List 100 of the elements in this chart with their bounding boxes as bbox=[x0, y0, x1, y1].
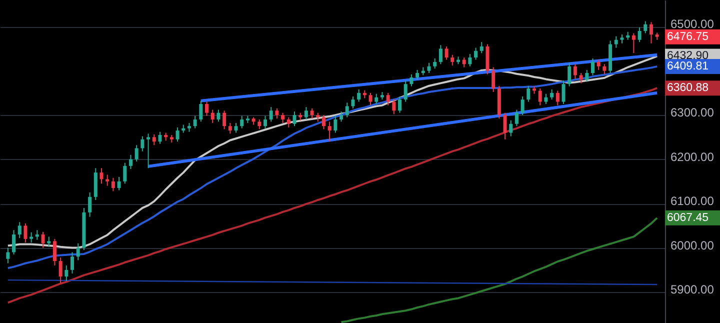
candlestick bbox=[12, 230, 16, 255]
candlestick bbox=[573, 64, 577, 80]
data-label: 6067.45 bbox=[667, 212, 709, 224]
candlestick bbox=[450, 54, 454, 66]
candlestick bbox=[345, 102, 349, 118]
candlestick bbox=[649, 22, 653, 44]
candlestick bbox=[64, 264, 68, 282]
candlestick bbox=[468, 53, 472, 67]
candlestick bbox=[322, 114, 326, 130]
candlestick bbox=[416, 69, 420, 80]
candlestick bbox=[492, 66, 496, 93]
y-tick-label: 6200.00 bbox=[670, 150, 714, 164]
candlestick bbox=[176, 126, 180, 142]
candlestick bbox=[503, 112, 507, 140]
candlestick bbox=[76, 242, 80, 261]
candlestick bbox=[544, 93, 548, 104]
candlestick bbox=[88, 192, 92, 218]
candlestick bbox=[228, 122, 232, 134]
candlestick bbox=[444, 46, 448, 60]
candlestick bbox=[111, 177, 115, 192]
candlestick bbox=[410, 74, 414, 87]
candlestick bbox=[474, 47, 478, 60]
data-label: 6360.88 bbox=[667, 82, 709, 94]
candlestick bbox=[568, 62, 572, 87]
candlestick bbox=[310, 108, 314, 120]
candlestick bbox=[286, 116, 290, 128]
candlestick bbox=[222, 110, 226, 130]
candlestick bbox=[106, 174, 110, 186]
candlestick bbox=[520, 96, 524, 116]
candlestick bbox=[263, 115, 267, 129]
candlestick bbox=[210, 109, 214, 124]
candlestick bbox=[258, 118, 262, 130]
candlestick bbox=[526, 85, 530, 102]
candlestick bbox=[334, 115, 338, 134]
candlestick bbox=[638, 26, 642, 43]
y-tick-label: 6100.00 bbox=[670, 194, 714, 208]
candlestick bbox=[58, 257, 62, 284]
candlestick bbox=[269, 106, 273, 122]
candlestick bbox=[644, 20, 648, 34]
candlestick bbox=[462, 57, 466, 68]
candlestick bbox=[596, 59, 600, 70]
line-series bbox=[340, 216, 658, 323]
candlestick bbox=[146, 133, 150, 169]
candlestick bbox=[398, 96, 402, 114]
candlestick bbox=[374, 93, 378, 104]
candlestick bbox=[205, 101, 209, 116]
candlestick bbox=[6, 247, 10, 264]
candlestick bbox=[152, 134, 156, 146]
y-tick-label: 5900.00 bbox=[670, 282, 714, 297]
candlestick bbox=[480, 42, 484, 54]
candlestick bbox=[590, 58, 594, 76]
y-tick-label: 6300.00 bbox=[670, 106, 714, 120]
data-label: 6409.81 bbox=[667, 60, 709, 72]
candlestick bbox=[117, 176, 121, 191]
candlestick bbox=[357, 88, 361, 102]
candlestick bbox=[281, 112, 285, 124]
candlestick bbox=[52, 238, 56, 266]
y-tick-label: 6500.00 bbox=[670, 17, 714, 32]
candlestick bbox=[128, 154, 132, 170]
candlestick bbox=[438, 44, 442, 65]
candlestick bbox=[632, 32, 636, 54]
candlestick bbox=[41, 231, 45, 248]
candlestick bbox=[134, 144, 138, 162]
candlestick bbox=[35, 230, 39, 240]
candlestick bbox=[585, 69, 589, 82]
candlestick bbox=[158, 131, 162, 144]
candlestick bbox=[123, 162, 127, 184]
candlestick bbox=[193, 115, 197, 129]
candlestick bbox=[579, 72, 583, 84]
candlestick bbox=[275, 108, 279, 120]
candlestick bbox=[509, 120, 513, 137]
candlestick bbox=[140, 136, 144, 152]
candlestick bbox=[392, 98, 396, 115]
candlestick bbox=[100, 168, 104, 184]
candlestick bbox=[240, 115, 244, 129]
candlestick bbox=[556, 90, 560, 106]
candlestick bbox=[538, 88, 542, 106]
candlestick bbox=[562, 80, 566, 104]
candlestick bbox=[433, 58, 437, 70]
candlestick bbox=[404, 80, 408, 102]
candlestick bbox=[24, 222, 28, 243]
candlestick bbox=[351, 96, 355, 109]
y-tick-label: 6000.00 bbox=[670, 238, 714, 252]
candlestick bbox=[47, 236, 51, 248]
candlestick bbox=[70, 252, 74, 274]
candlestick bbox=[427, 62, 431, 74]
candlestick bbox=[602, 64, 606, 75]
candlestick bbox=[199, 100, 203, 122]
candlestick bbox=[234, 122, 238, 134]
candlestick bbox=[18, 222, 22, 239]
candlestick bbox=[292, 111, 296, 127]
candlestick bbox=[340, 111, 344, 122]
candlestick bbox=[304, 106, 308, 120]
candlestick bbox=[386, 92, 390, 106]
candlestick bbox=[216, 109, 220, 122]
candlestick bbox=[614, 36, 618, 48]
text: 6476.75 bbox=[667, 30, 709, 43]
candlestick bbox=[328, 121, 332, 142]
candlestick bbox=[550, 88, 554, 100]
candlestick bbox=[30, 232, 34, 243]
